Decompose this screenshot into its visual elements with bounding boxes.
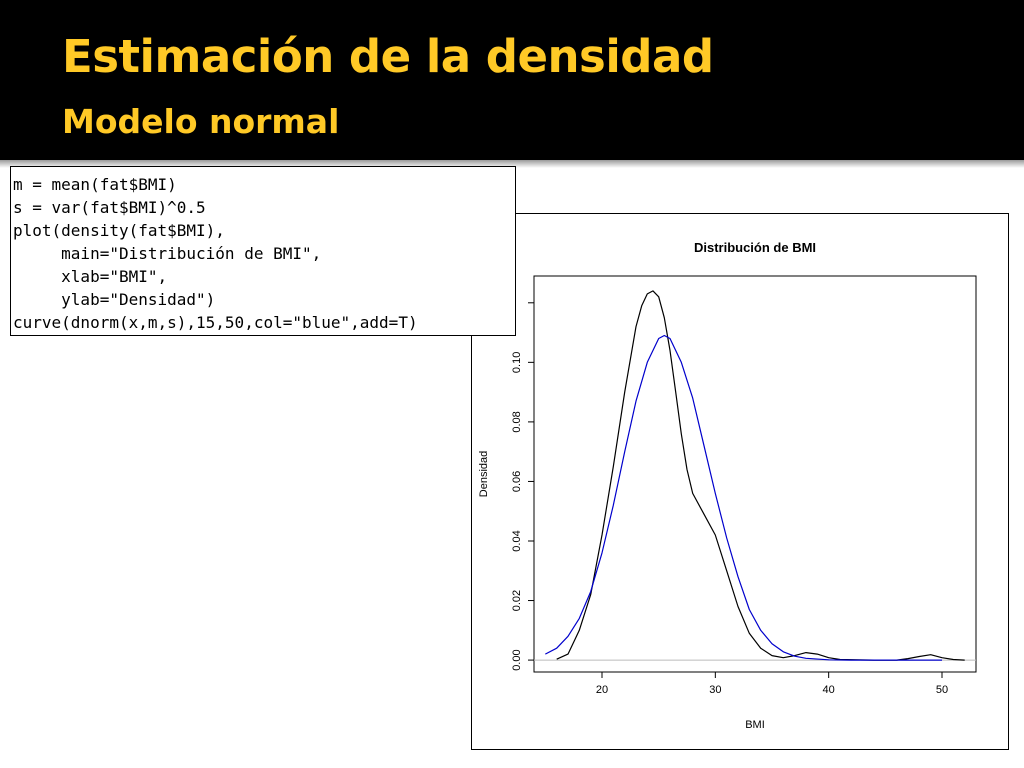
slide-title: Estimación de la densidad bbox=[62, 30, 714, 83]
normal-curve bbox=[545, 334, 942, 661]
slide-header: Estimación de la densidad Modelo normal bbox=[0, 0, 1024, 160]
y-tick-label: 0.06 bbox=[511, 471, 523, 492]
plot-box bbox=[533, 275, 977, 673]
density-plot-frame: Distribución de BMI 20 30 40 50 0.00 0.02 0.04 0… bbox=[471, 213, 1009, 750]
code-line: m = mean(fat$BMI) bbox=[13, 175, 177, 194]
r-code-box: m = mean(fat$BMI) s = var(fat$BMI)^0.5 p… bbox=[10, 166, 516, 336]
code-line: xlab="BMI", bbox=[13, 267, 168, 286]
x-tick-label: 30 bbox=[709, 684, 721, 696]
code-line: plot(density(fat$BMI), bbox=[13, 221, 225, 240]
y-axis-label: Densidad bbox=[478, 451, 490, 497]
x-axis-label: BMI bbox=[745, 719, 765, 731]
density-curve bbox=[556, 290, 965, 661]
y-tick-label: 0.08 bbox=[511, 411, 523, 432]
code-line: curve(dnorm(x,m,s),15,50,col="blue",add=… bbox=[13, 313, 418, 332]
slide-subtitle: Modelo normal bbox=[62, 102, 340, 141]
x-tick-label: 50 bbox=[936, 684, 948, 696]
chart-title: Distribución de BMI bbox=[694, 240, 816, 255]
code-line: s = var(fat$BMI)^0.5 bbox=[13, 198, 206, 217]
code-line: ylab="Densidad") bbox=[13, 290, 216, 309]
header-divider bbox=[0, 160, 1024, 168]
x-tick-label: 20 bbox=[596, 684, 608, 696]
code-line: main="Distribución de BMI", bbox=[13, 244, 322, 263]
y-tick-label: 0.02 bbox=[511, 590, 523, 611]
x-tick-label: 40 bbox=[823, 684, 835, 696]
y-tick-label: 0.10 bbox=[511, 352, 523, 373]
y-tick-label: 0.04 bbox=[511, 530, 523, 551]
density-chart: Distribución de BMI 20 30 40 50 0.00 0.02 0.04 0… bbox=[478, 240, 977, 731]
y-tick-label: 0.00 bbox=[511, 649, 523, 670]
